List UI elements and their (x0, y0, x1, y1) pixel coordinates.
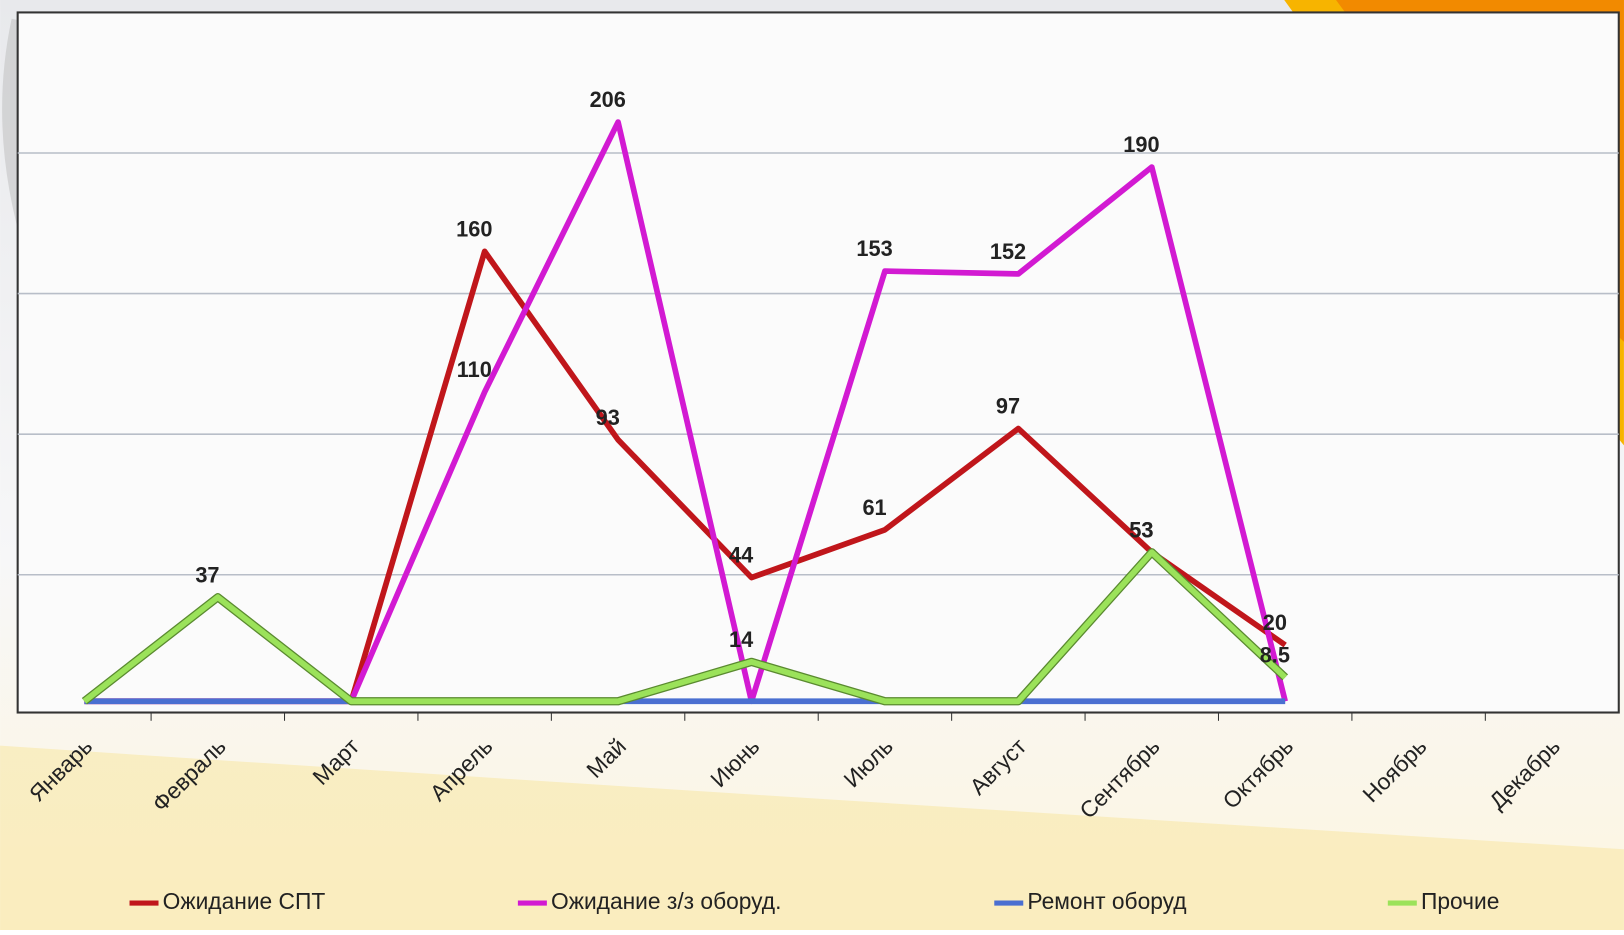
data-label: 110 (457, 357, 492, 382)
data-label: 190 (1123, 132, 1159, 157)
legend-label: Ожидание СПТ (163, 888, 326, 914)
data-label: 61 (862, 495, 886, 520)
data-label: 44 (729, 543, 753, 568)
legend: Ожидание СПТ Ожидание з/з оборуд. Ремонт о… (129, 888, 1499, 914)
data-label: 160 (456, 216, 492, 241)
data-label: 14 (729, 627, 753, 652)
data-label: 93 (596, 405, 620, 430)
plot-area (16, 11, 1620, 714)
data-label: 53 (1129, 517, 1153, 542)
data-label: 206 (590, 87, 626, 112)
data-label: 20 (1263, 610, 1287, 635)
legend-label: Прочие (1421, 888, 1499, 914)
legend-label: Ожидание з/з оборуд. (551, 888, 781, 914)
data-label: 152 (990, 239, 1026, 264)
data-label: 37 (195, 562, 219, 587)
data-label: 97 (996, 394, 1020, 419)
legend-label: Ремонт оборуд (1027, 888, 1186, 914)
series-line (82, 549, 1288, 705)
data-label: 8.5 (1260, 642, 1290, 667)
data-label: 153 (856, 236, 892, 261)
decor (0, 745, 1624, 930)
data-label: 53 (1129, 517, 1153, 542)
